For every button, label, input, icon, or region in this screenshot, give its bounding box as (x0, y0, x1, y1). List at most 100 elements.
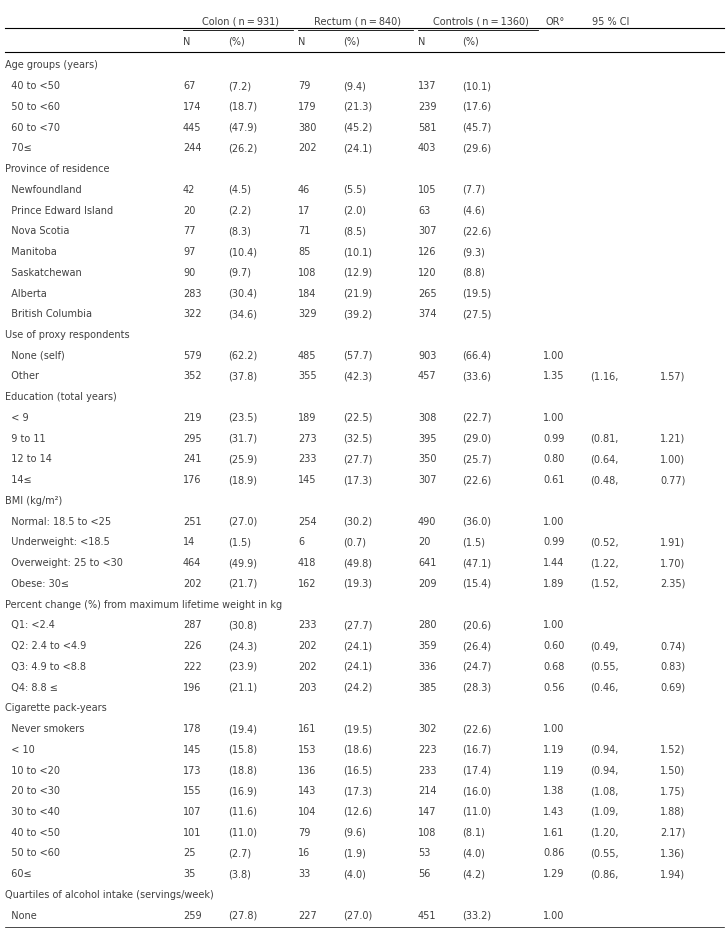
Text: (22.7): (22.7) (462, 413, 491, 423)
Text: 189: 189 (298, 413, 317, 423)
Text: (57.7): (57.7) (343, 351, 373, 361)
Text: (10.4): (10.4) (228, 247, 257, 257)
Text: 302: 302 (418, 724, 437, 734)
Text: 174: 174 (183, 102, 202, 112)
Text: 1.21): 1.21) (660, 433, 685, 444)
Text: (%): (%) (228, 37, 245, 47)
Text: 283: 283 (183, 288, 202, 299)
Text: 0.80: 0.80 (543, 455, 564, 464)
Text: (16.9): (16.9) (228, 786, 257, 796)
Text: 101: 101 (183, 828, 202, 838)
Text: 1.36): 1.36) (660, 848, 685, 858)
Text: OR°: OR° (545, 17, 564, 27)
Text: (4.5): (4.5) (228, 185, 251, 194)
Text: (30.4): (30.4) (228, 288, 257, 299)
Text: 1.29: 1.29 (543, 870, 564, 879)
Text: (2.2): (2.2) (228, 206, 251, 216)
Text: (11.0): (11.0) (228, 828, 257, 838)
Text: 137: 137 (418, 81, 437, 91)
Text: (4.6): (4.6) (462, 206, 485, 216)
Text: 385: 385 (418, 683, 437, 693)
Text: 352: 352 (183, 371, 202, 381)
Text: (22.6): (22.6) (462, 475, 491, 485)
Text: (26.4): (26.4) (462, 641, 491, 651)
Text: 202: 202 (298, 641, 317, 651)
Text: 35: 35 (183, 870, 195, 879)
Text: 395: 395 (418, 433, 437, 444)
Text: 457: 457 (418, 371, 437, 381)
Text: Newfoundland: Newfoundland (5, 185, 82, 194)
Text: 1.50): 1.50) (660, 765, 685, 776)
Text: Prince Edward Island: Prince Edward Island (5, 206, 113, 216)
Text: 77: 77 (183, 226, 196, 236)
Text: Normal: 18.5 to <25: Normal: 18.5 to <25 (5, 517, 111, 526)
Text: 322: 322 (183, 310, 202, 319)
Text: (3.8): (3.8) (228, 870, 251, 879)
Text: 1.00: 1.00 (543, 413, 564, 423)
Text: 254: 254 (298, 517, 317, 526)
Text: N: N (418, 37, 425, 47)
Text: 1.43: 1.43 (543, 807, 564, 817)
Text: (8.1): (8.1) (462, 828, 485, 838)
Text: 259: 259 (183, 910, 202, 921)
Text: 418: 418 (298, 558, 317, 568)
Text: 227: 227 (298, 910, 317, 921)
Text: (0.7): (0.7) (343, 538, 366, 548)
Text: 374: 374 (418, 310, 437, 319)
Text: < 10: < 10 (5, 745, 35, 755)
Text: 153: 153 (298, 745, 317, 755)
Text: 308: 308 (418, 413, 436, 423)
Text: 1.38: 1.38 (543, 786, 564, 796)
Text: 108: 108 (298, 268, 317, 278)
Text: Alberta: Alberta (5, 288, 47, 299)
Text: (37.8): (37.8) (228, 371, 257, 381)
Text: 14: 14 (183, 538, 195, 548)
Text: 222: 222 (183, 662, 202, 671)
Text: 1.00): 1.00) (660, 455, 685, 464)
Text: 40 to <50: 40 to <50 (5, 81, 60, 91)
Text: Province of residence: Province of residence (5, 164, 109, 174)
Text: 0.99: 0.99 (543, 538, 564, 548)
Text: 1.91): 1.91) (660, 538, 685, 548)
Text: 136: 136 (298, 765, 317, 776)
Text: 1.19: 1.19 (543, 745, 564, 755)
Text: (24.1): (24.1) (343, 143, 372, 153)
Text: 143: 143 (298, 786, 317, 796)
Text: 63: 63 (418, 206, 430, 216)
Text: (0.46,: (0.46, (590, 683, 618, 693)
Text: 280: 280 (418, 620, 437, 631)
Text: 380: 380 (298, 123, 317, 133)
Text: 155: 155 (183, 786, 202, 796)
Text: (10.1): (10.1) (343, 247, 372, 257)
Text: (19.4): (19.4) (228, 724, 257, 734)
Text: (21.7): (21.7) (228, 578, 257, 589)
Text: 203: 203 (298, 683, 317, 693)
Text: Percent change (%) from maximum lifetime weight in kg: Percent change (%) from maximum lifetime… (5, 600, 282, 609)
Text: Never smokers: Never smokers (5, 724, 84, 734)
Text: 56: 56 (418, 870, 430, 879)
Text: 105: 105 (418, 185, 437, 194)
Text: (27.0): (27.0) (343, 910, 372, 921)
Text: 20: 20 (418, 538, 430, 548)
Text: (1.5): (1.5) (228, 538, 251, 548)
Text: (1.9): (1.9) (343, 848, 366, 858)
Text: (30.8): (30.8) (228, 620, 257, 631)
Text: (0.55,: (0.55, (590, 662, 619, 671)
Text: (22.5): (22.5) (343, 413, 373, 423)
Text: 145: 145 (183, 745, 202, 755)
Text: 10 to <20: 10 to <20 (5, 765, 60, 776)
Text: (26.2): (26.2) (228, 143, 257, 153)
Text: < 9: < 9 (5, 413, 28, 423)
Text: 307: 307 (418, 475, 437, 485)
Text: 1.88): 1.88) (660, 807, 685, 817)
Text: 9 to 11: 9 to 11 (5, 433, 46, 444)
Text: (39.2): (39.2) (343, 310, 372, 319)
Text: (42.3): (42.3) (343, 371, 372, 381)
Text: (27.7): (27.7) (343, 620, 373, 631)
Text: 184: 184 (298, 288, 317, 299)
Text: 50 to <60: 50 to <60 (5, 102, 60, 112)
Text: 2.35): 2.35) (660, 578, 685, 589)
Text: (0.52,: (0.52, (590, 538, 619, 548)
Text: (1.08,: (1.08, (590, 786, 618, 796)
Text: (21.3): (21.3) (343, 102, 372, 112)
